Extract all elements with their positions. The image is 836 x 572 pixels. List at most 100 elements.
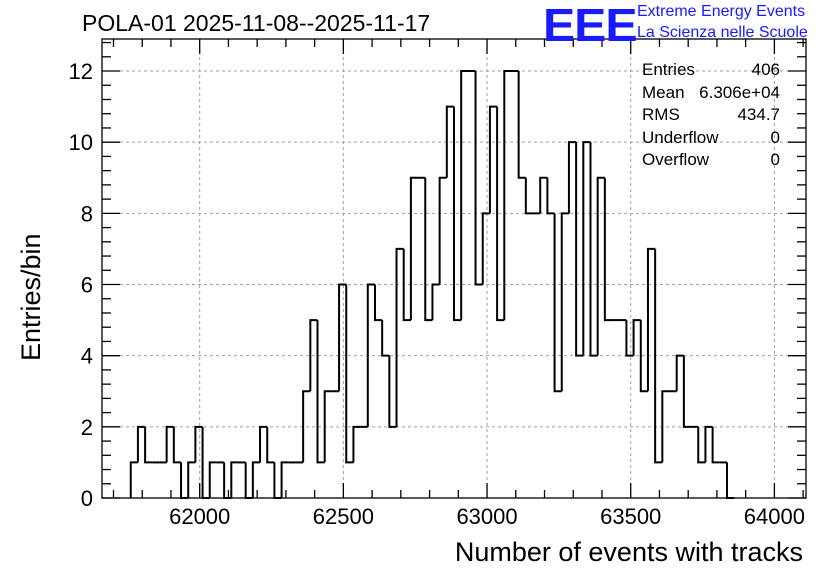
y-tick-label: 8: [81, 201, 93, 226]
histogram-bin: [395, 247, 404, 427]
histogram-bin: [524, 177, 534, 215]
histogram-bin: [273, 462, 282, 499]
stat-value: 6.306e+04: [699, 82, 780, 102]
histogram-bin: [338, 283, 347, 392]
histogram-bin: [596, 176, 605, 356]
plot-frame: [101, 38, 807, 499]
y-tick-label: 12: [69, 59, 93, 84]
x-tick-label: 62500: [313, 504, 374, 529]
histogram-bin: [445, 105, 454, 178]
histogram-bin: [208, 461, 217, 498]
y-axis-label: Entries/bin: [16, 233, 46, 361]
stat-value: 0: [770, 150, 780, 169]
stat-label: Mean: [642, 82, 685, 102]
brand-line-2: La Scienza nelle Scuole: [637, 24, 808, 41]
histogram-bin: [496, 106, 505, 322]
y-tick-label: 0: [81, 486, 93, 511]
stat-row-rms: RMS 434.7: [642, 105, 780, 128]
histogram-bin: [424, 177, 433, 322]
histogram-bin: [438, 176, 447, 285]
stats-box: Entries 406 Mean 6.306e+04 RMS 434.7 Und…: [642, 60, 780, 173]
histogram-bin: [316, 320, 325, 464]
y-tick-label: 4: [81, 344, 93, 369]
histogram-bin: [453, 106, 462, 322]
histogram-bin: [129, 461, 138, 498]
histogram-bin: [352, 425, 361, 463]
histogram-bin: [582, 141, 591, 356]
histogram-bin: [539, 176, 548, 214]
stat-row-underflow: Underflow 0: [642, 128, 780, 151]
x-tick-label: 63500: [600, 504, 661, 529]
histogram-bin: [589, 142, 598, 357]
x-axis-label: Number of events with tracks: [454, 537, 803, 567]
histogram-bin: [345, 284, 354, 464]
histogram-bin: [603, 177, 613, 322]
histogram-bin: [172, 426, 182, 464]
stat-label: Overflow: [642, 150, 710, 169]
histogram-bin: [201, 426, 210, 499]
axis-ticks: [102, 39, 806, 499]
histogram-bin: [144, 426, 153, 464]
histogram-bin: [388, 355, 397, 428]
histogram-bin: [661, 390, 670, 463]
histogram-bin: [251, 461, 261, 498]
x-tick-label: 62000: [169, 504, 230, 529]
y-tick-label: 10: [69, 130, 93, 155]
histogram-bin: [244, 462, 253, 499]
histogram-bin: [517, 71, 526, 179]
histogram-bin: [323, 390, 332, 463]
histogram-bin: [402, 248, 411, 322]
histogram-bin: [223, 462, 232, 499]
histogram-bin: [560, 212, 569, 392]
histogram-bin: [503, 70, 512, 321]
histogram-bin: [309, 319, 318, 392]
histogram-bin: [136, 425, 146, 463]
histogram-bin: [646, 247, 656, 392]
x-tick-label: 63000: [456, 504, 517, 529]
histogram-bin: [639, 320, 648, 393]
x-tick-label: 64000: [744, 504, 805, 529]
histogram-bin: [165, 425, 174, 463]
histogram-bin: [553, 213, 562, 393]
histogram-bin: [697, 426, 706, 464]
histogram-bin: [431, 283, 440, 321]
histogram-bin: [230, 461, 239, 498]
histogram-bin: [474, 71, 483, 286]
histogram-bin: [481, 212, 490, 285]
eee-logo: EEE: [543, 0, 638, 51]
histogram-bin: [675, 354, 684, 392]
histogram-bin: [266, 426, 275, 464]
histogram-bin: [180, 462, 189, 499]
histogram-bin: [725, 462, 735, 499]
histogram-bin: [654, 248, 663, 464]
y-tick-label: 6: [81, 273, 93, 298]
stat-row-mean: Mean 6.306e+04: [642, 83, 780, 106]
histogram-bin: [682, 355, 692, 428]
histogram-bin: [409, 176, 419, 321]
histogram-bin: [280, 461, 289, 498]
histogram-bin: [704, 425, 713, 463]
histogram-bin: [711, 426, 720, 464]
histogram-bin: [373, 284, 383, 322]
histogram-bin: [546, 177, 555, 215]
stat-value: 434.7: [737, 105, 780, 124]
stat-row-entries: Entries 406: [642, 60, 780, 83]
histogram-bin: [567, 141, 577, 214]
stat-label: Entries: [642, 60, 695, 79]
histogram-bin: [259, 425, 268, 463]
stat-value: 406: [751, 60, 780, 79]
grid-lines: [102, 39, 806, 498]
stat-value: 0: [770, 127, 780, 147]
y-tick-label: 2: [81, 415, 93, 440]
histogram-bin: [575, 142, 584, 357]
histogram-bin: [366, 283, 375, 427]
chart-title: POLA-01 2025-11-08--2025-11-17: [82, 10, 431, 36]
histogram-bin: [488, 105, 498, 214]
histogram-bin: [632, 319, 641, 356]
histogram-bin: [625, 320, 634, 357]
tick-labels: 62000 62500 63000 63500 64000 0 2 4 6 8 10 12: [69, 59, 805, 529]
histogram-bin: [302, 390, 311, 463]
brand-line-1: Extreme Energy Events: [637, 3, 806, 20]
histogram-bin: [381, 320, 390, 357]
